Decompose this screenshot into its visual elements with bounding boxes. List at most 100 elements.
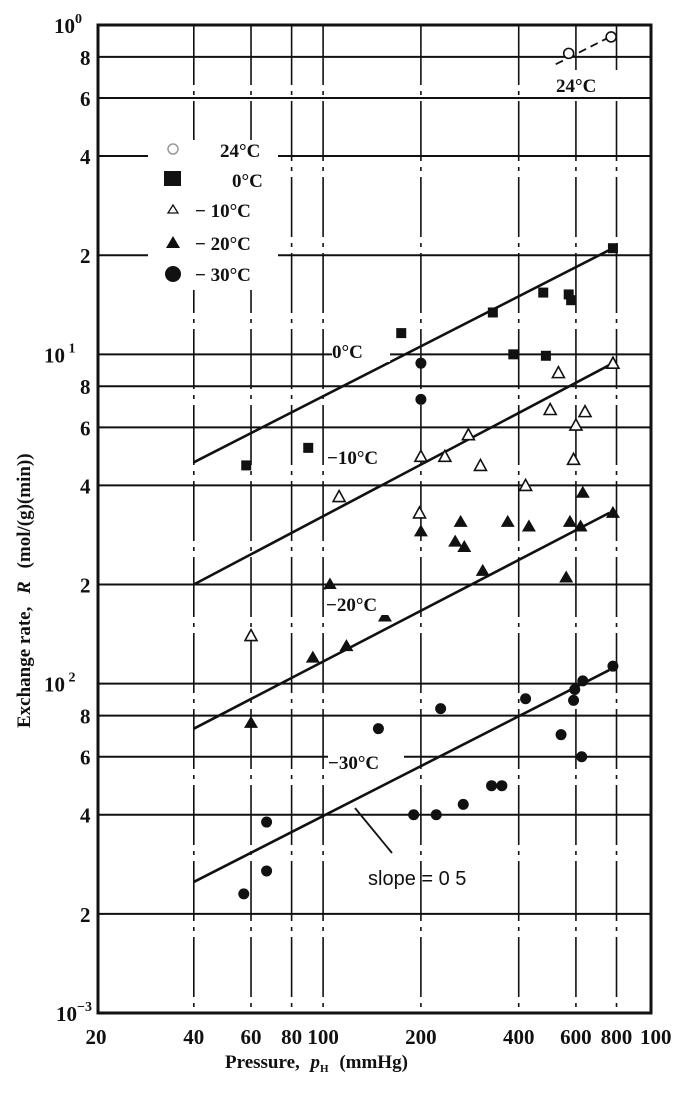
y-tick-label: 2 bbox=[80, 244, 91, 268]
point-filled-triangle-icon bbox=[475, 563, 490, 576]
point-filled-square-icon bbox=[241, 460, 252, 471]
plot-frame bbox=[96, 23, 653, 1015]
point-filled-triangle-icon bbox=[575, 485, 590, 498]
fit-line bbox=[193, 511, 610, 730]
point-filled-triangle-icon bbox=[377, 609, 392, 622]
point-open-triangle-icon bbox=[473, 457, 488, 472]
legend: 24°C 0°C − 10°C − 20°C − 30°C bbox=[148, 140, 278, 290]
point-filled-circle-icon bbox=[576, 751, 588, 763]
point-open-triangle-icon bbox=[412, 505, 427, 519]
x-tick-label: 600 bbox=[560, 1025, 592, 1049]
fit-lines bbox=[193, 34, 614, 884]
point-filled-circle-icon bbox=[496, 780, 508, 792]
slope-pointer bbox=[354, 807, 393, 854]
y-tick-label: 8 bbox=[80, 46, 91, 70]
point-open-triangle-icon bbox=[568, 417, 584, 431]
point-filled-triangle-icon bbox=[562, 514, 577, 527]
point-open-triangle-icon bbox=[566, 451, 581, 466]
point-filled-triangle-icon bbox=[521, 519, 536, 532]
point-open-triangle-icon bbox=[518, 477, 533, 492]
point-open-triangle-icon bbox=[331, 488, 347, 503]
y-tick-label: 100 bbox=[54, 12, 82, 38]
legend-filled-square-icon bbox=[164, 171, 181, 186]
point-filled-circle-icon bbox=[457, 798, 469, 810]
x-tick-label: 100 bbox=[640, 1025, 672, 1049]
point-filled-triangle-icon bbox=[559, 570, 574, 583]
point-filled-triangle-icon bbox=[453, 514, 468, 527]
point-filled-triangle-icon bbox=[244, 715, 259, 728]
legend-label-m10: − 10°C bbox=[195, 201, 251, 222]
x-tick-label: 800 bbox=[601, 1025, 633, 1049]
data-points bbox=[238, 31, 621, 900]
point-open-circle-icon bbox=[562, 47, 575, 60]
point-filled-circle-icon bbox=[238, 888, 250, 900]
point-filled-circle-icon bbox=[435, 703, 447, 715]
svg-text:Pressure, pH (mmHg: Pressure, pH (mmHg) bbox=[225, 1052, 408, 1077]
point-open-triangle-icon bbox=[542, 401, 558, 416]
y-tick-label: 4 bbox=[80, 145, 91, 169]
point-filled-triangle-icon bbox=[457, 540, 472, 553]
annotation-minus10c: −10°C bbox=[327, 448, 378, 469]
annotation-24c: 24°C bbox=[556, 76, 596, 97]
point-filled-triangle-icon bbox=[322, 577, 337, 590]
point-filled-circle-icon bbox=[430, 809, 442, 821]
point-filled-triangle-icon bbox=[448, 534, 463, 547]
point-filled-triangle-icon bbox=[573, 519, 588, 532]
legend-open-circle-icon bbox=[167, 143, 179, 155]
point-open-triangle-icon bbox=[413, 448, 429, 463]
point-filled-square-icon bbox=[508, 349, 519, 360]
y-tick-label: 8 bbox=[80, 375, 91, 399]
y-tick-label: 6 bbox=[80, 416, 91, 440]
y-tick-label: 10 1 bbox=[44, 341, 76, 367]
point-filled-circle-icon bbox=[372, 723, 384, 735]
svg-text:Exchange rate, R (: Exchange rate, R (mol/(g)(min)) bbox=[14, 453, 35, 728]
point-filled-circle-icon bbox=[486, 780, 498, 792]
point-open-triangle-icon bbox=[605, 355, 621, 369]
y-tick-label: 2 bbox=[80, 903, 91, 927]
fit-line bbox=[193, 362, 614, 586]
point-filled-triangle-icon bbox=[305, 650, 320, 663]
legend-label-0: 0°C bbox=[232, 171, 263, 192]
fit-line bbox=[193, 668, 610, 884]
y-tick-label: 2 bbox=[80, 574, 91, 598]
point-open-triangle-icon bbox=[461, 427, 476, 441]
y-tick-label: 4 bbox=[80, 804, 91, 828]
y-tick-label: 10−3 bbox=[56, 1000, 92, 1026]
legend-filled-triangle-icon bbox=[166, 236, 180, 248]
x-tick-label: 40 bbox=[183, 1025, 204, 1049]
x-tick-label: 80 bbox=[281, 1025, 302, 1049]
point-filled-circle-icon bbox=[607, 660, 619, 672]
annotation-minus20c: −20°C bbox=[326, 595, 377, 616]
point-open-triangle-icon bbox=[551, 364, 566, 379]
point-filled-square-icon bbox=[563, 289, 574, 300]
y-tick-label: 10 2 bbox=[44, 671, 76, 697]
annotation-slope: slope = 0 5 bbox=[368, 868, 466, 890]
x-tick-label: 100 bbox=[307, 1025, 339, 1049]
annotation-minus30c: −30°C bbox=[328, 753, 379, 774]
point-filled-circle-icon bbox=[577, 675, 589, 687]
x-axis-label: Pressure, pH (mmHg) bbox=[225, 1052, 408, 1077]
y-tick-label: 8 bbox=[80, 705, 91, 729]
point-filled-circle-icon bbox=[555, 729, 567, 741]
y-tick-label: 6 bbox=[80, 746, 91, 770]
legend-label-m20: − 20°C bbox=[195, 234, 251, 255]
point-filled-triangle-icon bbox=[605, 505, 620, 518]
fit-line bbox=[555, 34, 614, 66]
point-filled-circle-icon bbox=[261, 816, 273, 828]
point-open-triangle-icon bbox=[437, 448, 453, 463]
point-filled-triangle-icon bbox=[500, 514, 515, 527]
legend-label-24: 24°C bbox=[220, 141, 260, 162]
point-open-circle-icon bbox=[605, 31, 617, 43]
y-tick-label: 4 bbox=[80, 474, 91, 498]
x-tick-label: 60 bbox=[241, 1025, 262, 1049]
point-filled-circle-icon bbox=[520, 693, 532, 705]
point-open-triangle-icon bbox=[577, 403, 593, 418]
legend-open-triangle-icon bbox=[166, 203, 180, 214]
x-axis-ticks: 20 40 60 80 100 200 400 600 800 100 bbox=[86, 1025, 672, 1049]
point-filled-triangle-icon bbox=[413, 524, 428, 537]
point-filled-circle-icon bbox=[568, 694, 580, 706]
fit-line bbox=[193, 247, 614, 464]
point-filled-square-icon bbox=[303, 442, 314, 453]
